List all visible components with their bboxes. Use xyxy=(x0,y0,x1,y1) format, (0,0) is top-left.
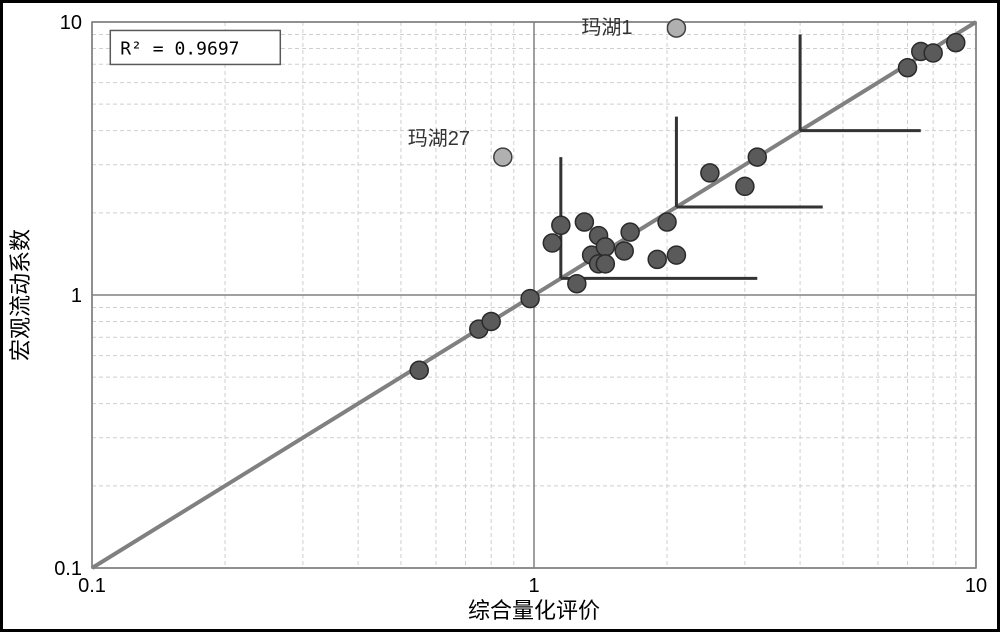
data-point xyxy=(701,164,719,182)
data-point xyxy=(667,246,685,264)
outlier-point xyxy=(667,19,685,37)
data-point xyxy=(575,213,593,231)
data-point xyxy=(621,223,639,241)
data-point xyxy=(947,34,965,52)
data-point xyxy=(596,238,614,256)
point-annotation: 玛湖27 xyxy=(408,127,470,150)
data-point xyxy=(658,213,676,231)
data-point xyxy=(615,242,633,260)
data-point xyxy=(552,216,570,234)
data-point xyxy=(410,361,428,379)
x-axis-label: 综合量化评价 xyxy=(468,598,600,623)
data-point xyxy=(648,250,666,268)
x-tick-label: 10 xyxy=(965,575,987,597)
outlier-point xyxy=(494,148,512,166)
data-point xyxy=(748,148,766,166)
x-tick-label: 1 xyxy=(528,575,539,597)
chart-container: 玛湖27 玛湖1 0.1 1 10 0.1 1 10 综合量化评价 宏观流动系数 R² = 0.96… xyxy=(0,0,1000,632)
point-annotation: 玛湖1 xyxy=(581,16,632,39)
data-point xyxy=(482,312,500,330)
y-tick-label: 1 xyxy=(71,285,82,307)
data-point xyxy=(924,44,942,62)
data-point xyxy=(596,255,614,273)
data-point xyxy=(543,234,561,252)
scatter-chart: 玛湖27 玛湖1 0.1 1 10 0.1 1 10 综合量化评价 宏观流动系数 R² = 0.96… xyxy=(0,0,1000,632)
x-tick-label: 0.1 xyxy=(78,575,106,597)
y-tick-label: 10 xyxy=(60,12,82,34)
data-point xyxy=(568,275,586,293)
data-point xyxy=(521,290,539,308)
data-point xyxy=(736,177,754,195)
y-tick-label: 0.1 xyxy=(54,558,82,580)
r2-text: R² = 0.9697 xyxy=(120,38,239,59)
data-point xyxy=(899,59,917,77)
y-axis-label: 宏观流动系数 xyxy=(8,229,33,361)
